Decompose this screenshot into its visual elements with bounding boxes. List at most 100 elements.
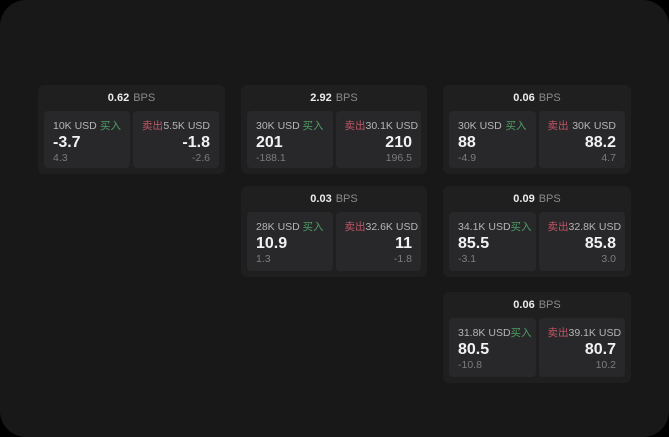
buy-tile[interactable]: 34.1K USD 买入 85.5 -3.1 xyxy=(449,212,536,271)
buy-tile[interactable]: 30K USD 买入 88 -4.9 xyxy=(449,111,536,168)
sell-delta: 3.0 xyxy=(601,253,616,265)
spread-header: 0.06 BPS xyxy=(449,85,625,111)
quote-card: 0.62 BPS 10K USD 买入 -3.7 4.3 卖出 5.5K USD… xyxy=(38,85,225,174)
sell-side-label: 卖出 xyxy=(547,120,569,132)
buy-side-label: 买入 xyxy=(302,120,324,132)
sell-tile-top: 卖出 32.8K USD xyxy=(547,219,622,234)
spread-unit: BPS xyxy=(538,92,561,104)
buy-delta: -3.1 xyxy=(458,253,477,265)
buy-delta: -4.9 xyxy=(458,151,477,164)
sell-delta: 196.5 xyxy=(385,151,412,164)
buy-tile-top: 34.1K USD 买入 xyxy=(458,219,532,234)
buy-price: -3.7 xyxy=(53,134,81,151)
sell-delta: 4.7 xyxy=(601,151,616,164)
sell-tile[interactable]: 卖出 5.5K USD -1.8 -2.6 xyxy=(133,111,219,168)
buy-price: 80.5 xyxy=(458,341,490,359)
quote-tiles: 28K USD 买入 10.9 1.3 卖出 32.6K USD 11 -1.8 xyxy=(247,212,421,271)
sell-price: 80.7 xyxy=(584,341,616,359)
buy-price: 88 xyxy=(458,134,476,151)
sell-notional: 5.5K USD xyxy=(163,119,210,132)
quote-card: 0.06 BPS 31.8K USD 买入 80.5 -10.8 卖出 39.1… xyxy=(443,292,631,383)
spread-value: 2.92 xyxy=(310,92,332,104)
spread-header: 0.62 BPS xyxy=(44,85,219,111)
sell-price: 88.2 xyxy=(584,134,616,151)
quote-tiles: 31.8K USD 买入 80.5 -10.8 卖出 39.1K USD 80.… xyxy=(449,318,625,377)
buy-notional: 10K USD xyxy=(53,119,97,132)
quote-card: 0.09 BPS 34.1K USD 买入 85.5 -3.1 卖出 32.8K… xyxy=(443,186,631,277)
sell-tile[interactable]: 卖出 30.1K USD 210 196.5 xyxy=(335,111,421,168)
sell-side-label: 卖出 xyxy=(547,327,569,339)
quote-tiles: 30K USD 买入 88 -4.9 卖出 30K USD 88.2 4.7 xyxy=(449,111,625,168)
buy-price: 201 xyxy=(256,134,283,151)
spread-value: 0.06 xyxy=(513,299,535,311)
buy-tile-top: 10K USD 买入 xyxy=(53,118,121,133)
sell-price: -1.8 xyxy=(182,134,210,151)
quote-tiles: 10K USD 买入 -3.7 4.3 卖出 5.5K USD -1.8 -2.… xyxy=(44,111,219,168)
sell-side-label: 卖出 xyxy=(547,221,569,233)
buy-notional: 30K USD xyxy=(458,119,502,132)
sell-tile[interactable]: 卖出 39.1K USD 80.7 10.2 xyxy=(538,318,625,377)
buy-tile-top: 31.8K USD 买入 xyxy=(458,325,532,340)
buy-notional: 30K USD xyxy=(256,119,300,132)
sell-tile-top: 卖出 39.1K USD xyxy=(547,325,622,340)
spread-header: 2.92 BPS xyxy=(247,85,421,111)
buy-delta: -10.8 xyxy=(458,359,482,371)
buy-side-label: 买入 xyxy=(302,221,324,233)
spread-value: 0.03 xyxy=(310,193,332,205)
buy-notional: 34.1K USD xyxy=(458,220,511,233)
sell-tile-top: 卖出 30K USD xyxy=(548,118,617,133)
spread-unit: BPS xyxy=(335,193,358,205)
buy-tile[interactable]: 10K USD 买入 -3.7 4.3 xyxy=(44,111,130,168)
spread-value: 0.62 xyxy=(107,92,130,104)
sell-side-label: 卖出 xyxy=(344,221,366,233)
sell-price: 210 xyxy=(385,134,412,151)
buy-tile[interactable]: 30K USD 买入 201 -188.1 xyxy=(247,111,333,168)
spread-header: 0.06 BPS xyxy=(449,292,625,318)
spread-unit: BPS xyxy=(538,299,561,311)
sell-tile[interactable]: 卖出 32.6K USD 11 -1.8 xyxy=(335,212,421,271)
sell-tile-top: 卖出 30.1K USD xyxy=(344,118,419,133)
sell-notional: 32.6K USD xyxy=(365,220,419,233)
sell-price: 11 xyxy=(395,235,412,253)
buy-price: 85.5 xyxy=(458,235,490,253)
sell-tile-top: 卖出 5.5K USD xyxy=(142,118,210,133)
spread-unit: BPS xyxy=(335,92,358,104)
sell-delta: -2.6 xyxy=(191,151,210,164)
buy-tile[interactable]: 28K USD 买入 10.9 1.3 xyxy=(247,212,333,271)
buy-side-label: 买入 xyxy=(510,221,532,233)
quote-card: 2.92 BPS 30K USD 买入 201 -188.1 卖出 30.1K … xyxy=(241,85,427,174)
quote-card: 0.03 BPS 28K USD 买入 10.9 1.3 卖出 32.6K US… xyxy=(241,186,427,277)
buy-side-label: 买入 xyxy=(100,120,121,132)
buy-delta: -188.1 xyxy=(256,151,286,164)
buy-notional: 31.8K USD xyxy=(458,326,511,339)
buy-side-label: 买入 xyxy=(505,120,527,132)
buy-side-label: 买入 xyxy=(510,327,532,339)
buy-tile-top: 30K USD 买入 xyxy=(458,118,527,133)
buy-tile[interactable]: 31.8K USD 买入 80.5 -10.8 xyxy=(449,318,536,377)
quote-tiles: 30K USD 买入 201 -188.1 卖出 30.1K USD 210 1… xyxy=(247,111,421,168)
sell-delta: 10.2 xyxy=(595,359,616,371)
buy-price: 10.9 xyxy=(256,235,288,253)
sell-notional: 30.1K USD xyxy=(365,119,419,132)
sell-delta: -1.8 xyxy=(393,253,412,265)
spread-value: 0.09 xyxy=(513,193,535,205)
spread-header: 0.03 BPS xyxy=(247,186,421,212)
sell-tile[interactable]: 卖出 30K USD 88.2 4.7 xyxy=(538,111,625,168)
buy-delta: 1.3 xyxy=(256,253,271,265)
spread-value: 0.06 xyxy=(513,92,535,104)
sell-notional: 30K USD xyxy=(572,119,616,132)
spread-unit: BPS xyxy=(538,193,561,205)
sell-tile-top: 卖出 32.6K USD xyxy=(344,219,419,234)
sell-price: 85.8 xyxy=(584,235,616,253)
sell-tile[interactable]: 卖出 32.8K USD 85.8 3.0 xyxy=(538,212,625,271)
sell-notional: 32.8K USD xyxy=(568,220,622,233)
buy-delta: 4.3 xyxy=(53,151,68,164)
quote-tiles: 34.1K USD 买入 85.5 -3.1 卖出 32.8K USD 85.8… xyxy=(449,212,625,271)
sell-notional: 39.1K USD xyxy=(568,326,622,339)
quote-card: 0.06 BPS 30K USD 买入 88 -4.9 卖出 30K USD 8… xyxy=(443,85,631,174)
buy-notional: 28K USD xyxy=(256,220,300,233)
spread-unit: BPS xyxy=(133,92,156,104)
sell-side-label: 卖出 xyxy=(344,120,366,132)
spread-header: 0.09 BPS xyxy=(449,186,625,212)
